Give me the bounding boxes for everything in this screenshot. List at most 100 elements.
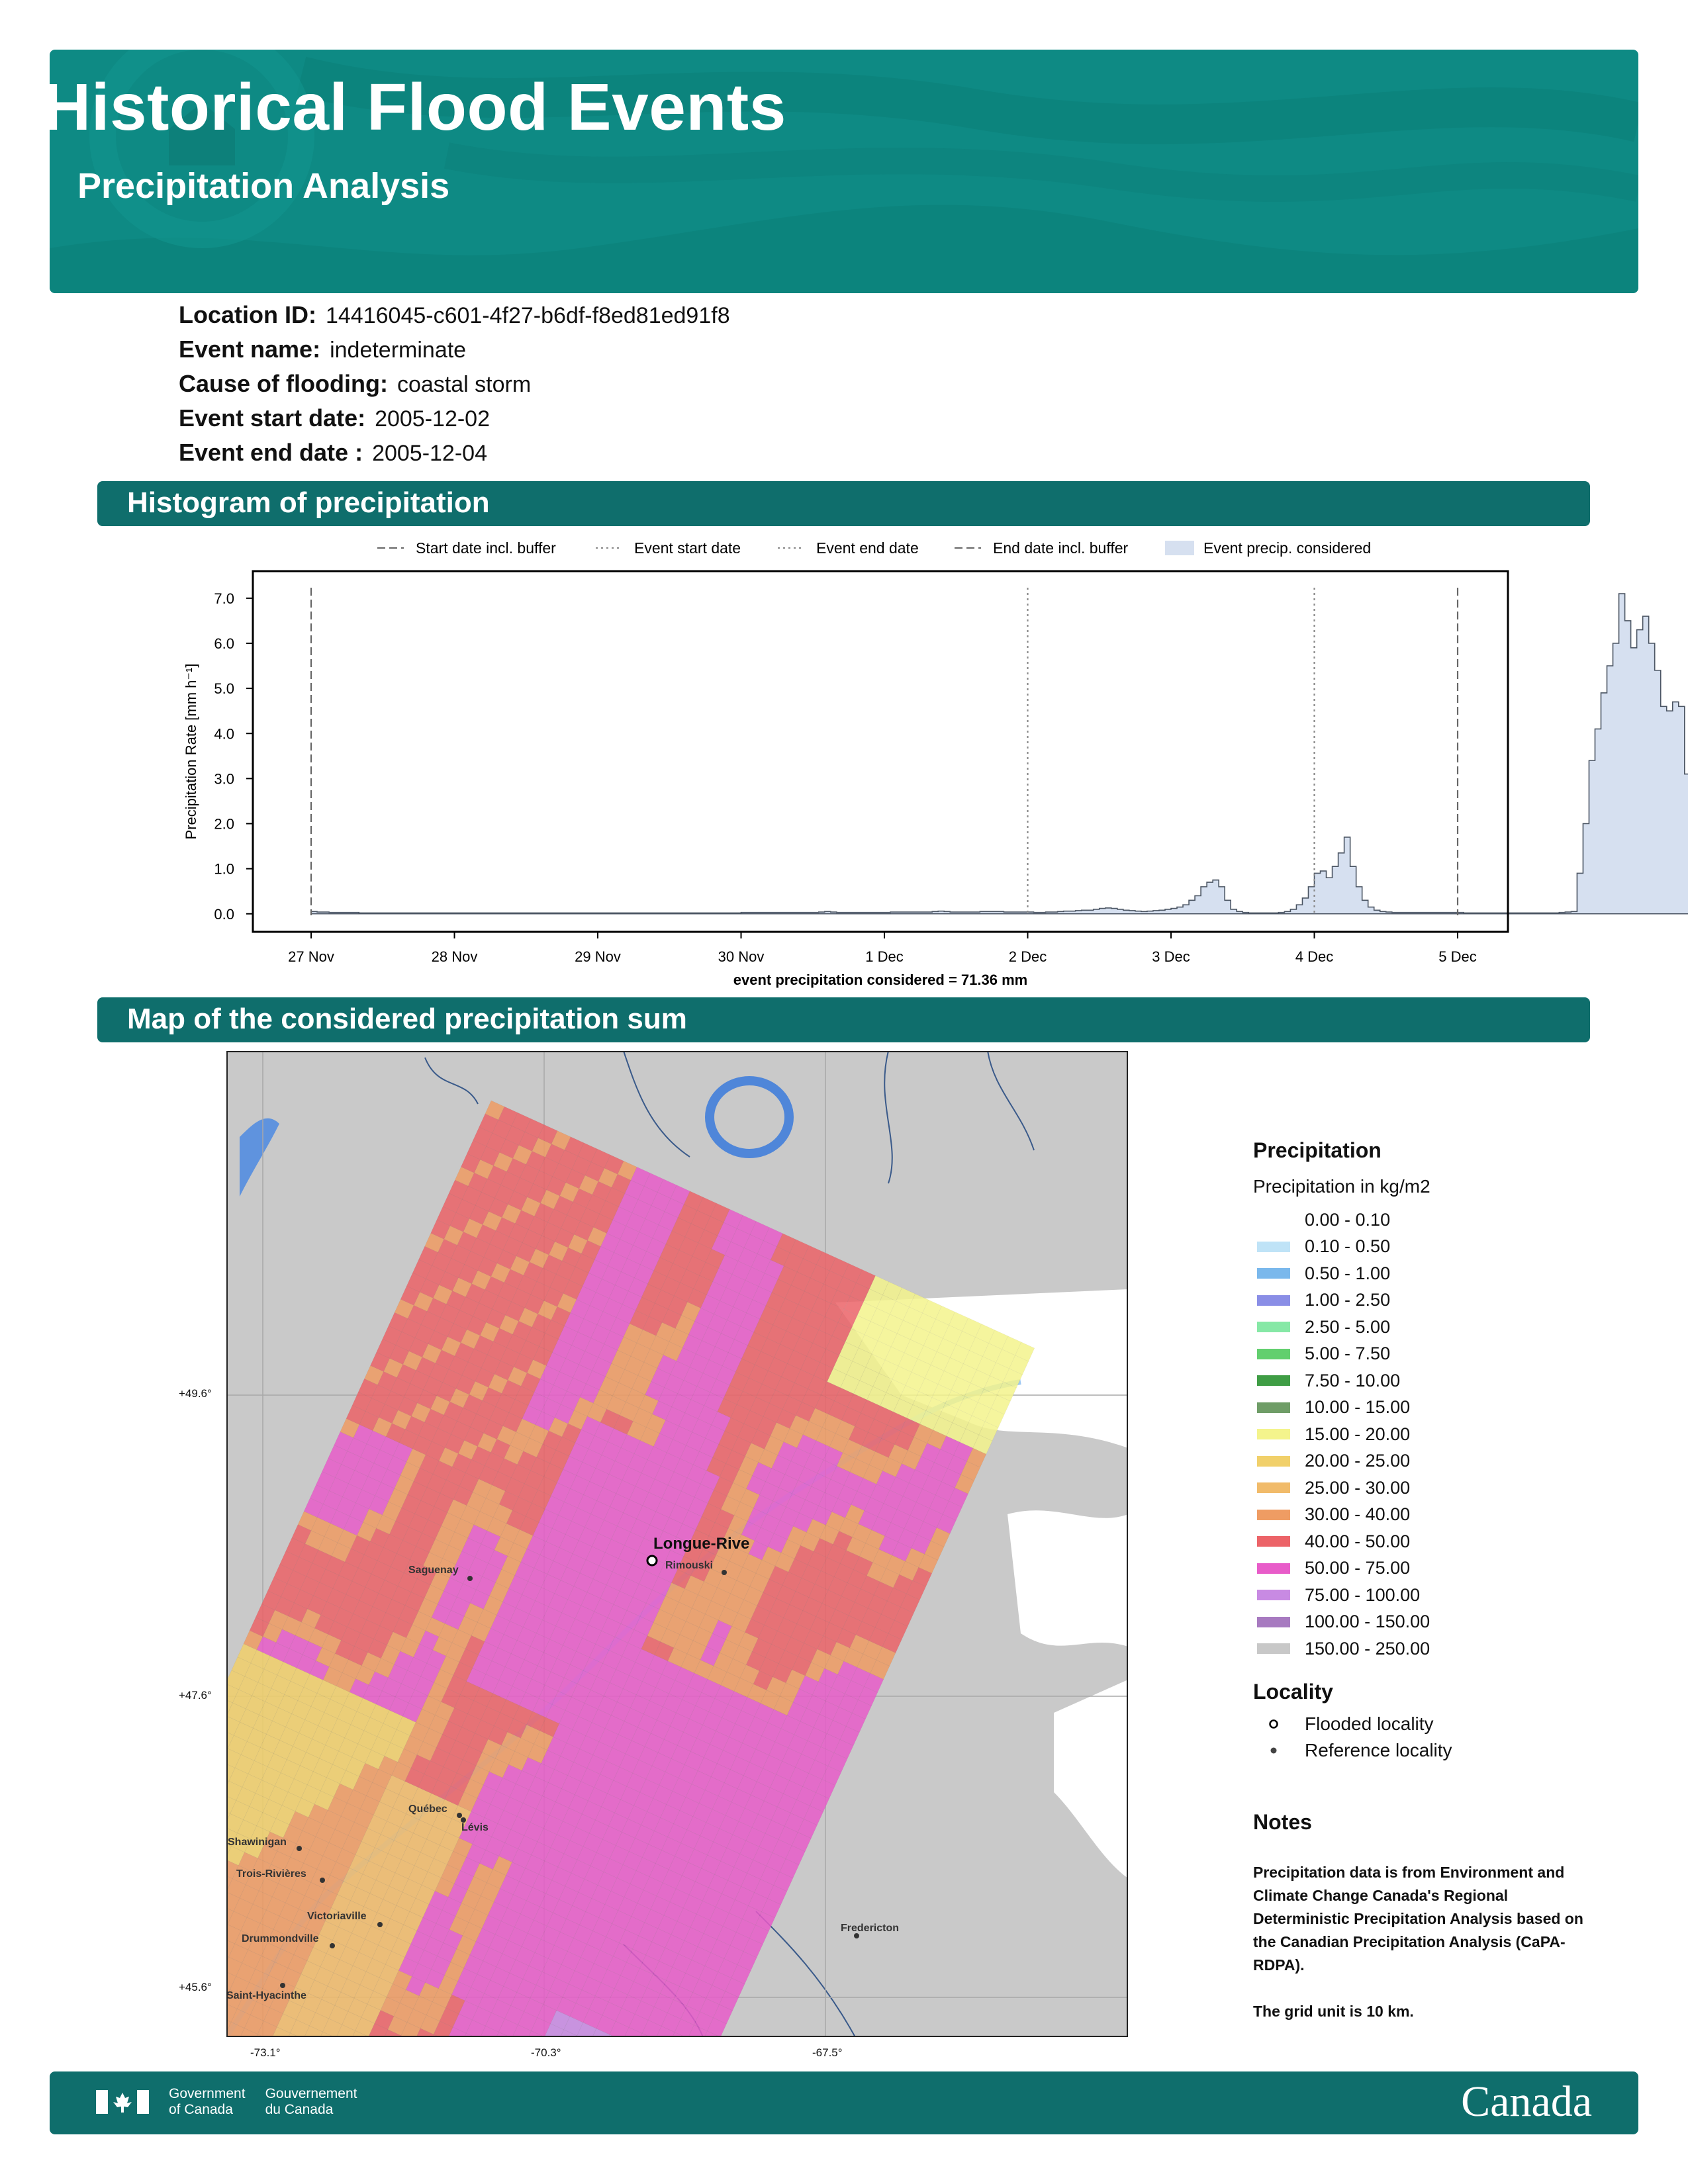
x-tick-label: 4 Dec <box>1295 948 1333 965</box>
legend-class-row: 75.00 - 100.00 <box>1253 1582 1624 1609</box>
locality-label: Saguenay <box>408 1565 459 1576</box>
x-tick-label: 27 Nov <box>288 948 334 965</box>
legend-classes: 0.00 - 0.10 0.10 - 0.50 0.50 - 1.00 1.00 - … <box>1253 1206 1624 1662</box>
legend-swatch <box>1257 1322 1290 1333</box>
legend-class-label: 7.50 - 10.00 <box>1305 1370 1401 1390</box>
legend-class-label: 100.00 - 150.00 <box>1305 1612 1430 1632</box>
precipitation-histogram: 0.0 1.0 2.0 3.0 4.0 5.0 6.0 7.0 27 Nov 28 Nov 29 N… <box>183 539 1688 988</box>
lon-label: -73.1° <box>250 2046 281 2059</box>
y-tick-label: 1.0 <box>214 861 234 878</box>
legend-class-label: 10.00 - 15.00 <box>1305 1397 1411 1418</box>
lon-label: -70.3° <box>531 2046 561 2059</box>
meta-label: Event end date : <box>179 439 363 466</box>
meta-value: 2005-12-02 <box>375 406 490 432</box>
legend-reference-locality: Reference locality <box>1253 1737 1624 1764</box>
section-title: Histogram of precipitation <box>127 486 490 519</box>
gov-en-line2: of Canada <box>169 2102 233 2117</box>
precipitation-map: Longue-Rive Rimouski Saguenay Québec Lév… <box>226 1051 1128 2037</box>
legend-class-label: 150.00 - 250.00 <box>1305 1638 1430 1659</box>
legend-label: Flooded locality <box>1305 1713 1434 1734</box>
legend-swatch <box>1257 1429 1290 1440</box>
notes-text: Precipitation data is from Environment a… <box>1253 1863 1583 1974</box>
meta-label: Location ID: <box>179 301 316 328</box>
plot-frame <box>252 570 1509 933</box>
legend-swatch <box>1257 1509 1290 1520</box>
locality-label: Fredericton <box>841 1923 899 1934</box>
notes-title: Notes <box>1253 1809 1312 1834</box>
legend-class-row: 2.50 - 5.00 <box>1253 1314 1624 1341</box>
legend-class-label: 1.00 - 2.50 <box>1305 1290 1391 1310</box>
legend-class-row: 5.00 - 7.50 <box>1253 1341 1624 1368</box>
x-tick-label: 28 Nov <box>432 948 478 965</box>
gov-fr-line2: du Canada <box>265 2102 334 2117</box>
legend-swatch <box>1257 1214 1290 1226</box>
gov-en-line1: Government <box>169 2086 246 2101</box>
legend-class-row: 20.00 - 25.00 <box>1253 1448 1624 1475</box>
x-tick-label: 1 Dec <box>865 948 903 965</box>
page-title: Historical Flood Events <box>43 70 786 144</box>
meta-row-end-date: Event end date : 2005-12-04 <box>179 439 730 473</box>
legend-class-label: 40.00 - 50.00 <box>1305 1531 1411 1551</box>
page-header <box>50 50 1638 293</box>
meta-value: 2005-12-04 <box>372 441 487 466</box>
legend-swatch <box>1257 1348 1290 1359</box>
lon-label: -67.5° <box>812 2046 843 2059</box>
meta-value: indeterminate <box>330 338 467 363</box>
legend-entry: Event precip. considered <box>1203 539 1371 557</box>
legend-class-label: 15.00 - 20.00 <box>1305 1424 1411 1444</box>
locality-label: Drummondville <box>242 1933 319 1944</box>
gov-fr-text: Gouvernement du Canada <box>265 2086 357 2118</box>
legend-class-label: 50.00 - 75.00 <box>1305 1558 1411 1578</box>
gov-en-text: Government of Canada <box>169 2086 246 2118</box>
section-header-map: Map of the considered precipitation sum <box>97 997 1590 1042</box>
legend-class-label: 20.00 - 25.00 <box>1305 1451 1411 1471</box>
canada-wordmark: Canada <box>1461 2077 1592 2126</box>
y-tick-label: 6.0 <box>214 635 234 652</box>
page-footer: Government of Canada Gouvernement du Can… <box>50 2071 1638 2134</box>
legend-area-swatch <box>1165 541 1194 555</box>
legend-class-row: 50.00 - 75.00 <box>1253 1555 1624 1582</box>
meta-label: Cause of flooding: <box>179 370 388 397</box>
legend-swatch <box>1257 1402 1290 1413</box>
legend-class-label: 0.00 - 0.10 <box>1305 1209 1391 1230</box>
legend-class-row: 150.00 - 250.00 <box>1253 1635 1624 1662</box>
locality-legend-title: Locality <box>1253 1679 1333 1704</box>
x-tick-label: 5 Dec <box>1438 948 1476 965</box>
x-axis-label: event precipitation considered = 71.36 m… <box>733 972 1027 988</box>
legend-class-row: 0.50 - 1.00 <box>1253 1260 1624 1287</box>
y-tick-label: 5.0 <box>214 680 234 697</box>
y-axis-label: Precipitation Rate [mm h⁻¹] <box>183 664 199 840</box>
legend-entry: Start date incl. buffer <box>416 539 556 557</box>
legend-class-row: 15.00 - 20.00 <box>1253 1421 1624 1448</box>
locality-label: Lévis <box>461 1822 489 1833</box>
legend-entry: Event start date <box>634 539 741 557</box>
legend-swatch <box>1257 1590 1290 1601</box>
event-metadata: Location ID: 14416045-c601-4f27-b6df-f8e… <box>179 301 730 473</box>
reference-localities: Rimouski Saguenay Québec Lévis Shawiniga… <box>226 1560 899 2001</box>
x-tick-label: 2 Dec <box>1009 948 1047 965</box>
map-bay-water <box>1008 1510 1128 1647</box>
map-sea-water <box>1054 1680 1128 1878</box>
flooded-marker-icon <box>1257 1719 1290 1729</box>
reference-marker-icon <box>1257 1745 1290 1756</box>
meta-row-start-date: Event start date: 2005-12-02 <box>179 404 730 439</box>
map-lake <box>240 1118 279 1197</box>
gov-fr-line1: Gouvernement <box>265 2086 357 2101</box>
legend-swatch <box>1257 1616 1290 1627</box>
x-tick-label: 30 Nov <box>718 948 765 965</box>
lat-label: +45.6° <box>179 1981 212 1993</box>
x-tick-label: 3 Dec <box>1152 948 1190 965</box>
legend-entry: End date incl. buffer <box>993 539 1128 557</box>
legend-class-label: 2.50 - 5.00 <box>1305 1316 1391 1337</box>
legend-swatch <box>1257 1295 1290 1306</box>
meta-row-event-name: Event name: indeterminate <box>179 336 730 370</box>
legend-class-row: 100.00 - 150.00 <box>1253 1609 1624 1636</box>
meta-value: 14416045-c601-4f27-b6df-f8ed81ed91f8 <box>325 303 730 328</box>
locality-label: Shawinigan <box>228 1837 287 1848</box>
notes-grid-text: The grid unit is 10 km. <box>1253 2002 1414 2020</box>
legend-class-label: 75.00 - 100.00 <box>1305 1584 1421 1605</box>
meta-label: Event name: <box>179 336 321 363</box>
map-legend: Precipitation Precipitation in kg/m2 0.0… <box>1253 1138 1624 2023</box>
legend-swatch <box>1257 1455 1290 1467</box>
locality-label: Québec <box>408 1803 447 1815</box>
